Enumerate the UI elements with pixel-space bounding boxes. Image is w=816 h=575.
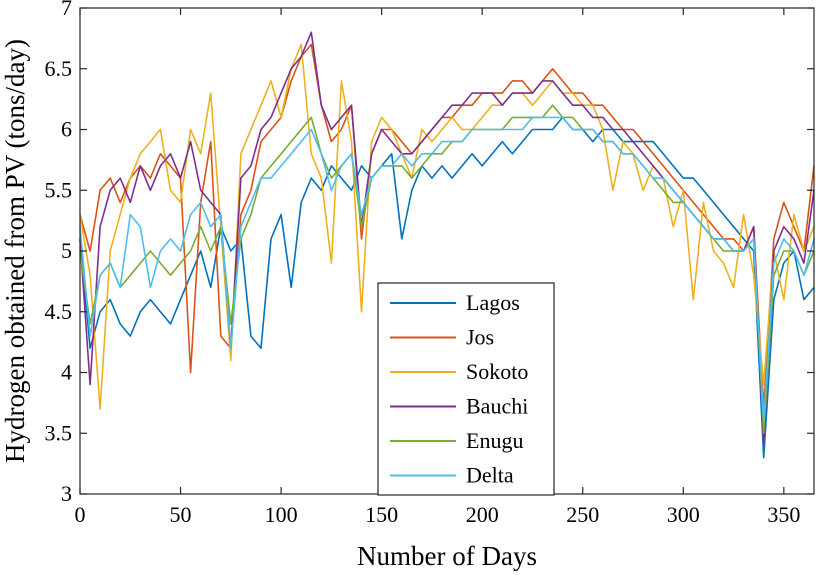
legend-box bbox=[377, 282, 555, 496]
y-tick-label: 3 bbox=[61, 481, 72, 506]
y-tick-label: 4 bbox=[61, 360, 72, 385]
x-tick-label: 150 bbox=[365, 502, 398, 527]
y-tick-label: 4.5 bbox=[45, 299, 73, 324]
x-tick-label: 200 bbox=[466, 502, 499, 527]
x-tick-label: 100 bbox=[265, 502, 298, 527]
series-layer bbox=[79, 31, 815, 459]
legend-label-jos: Jos bbox=[466, 325, 494, 350]
y-tick-label: 6.5 bbox=[45, 56, 73, 81]
x-axis-title: Number of Days bbox=[357, 541, 537, 571]
y-axis-title: Hydrogen obtained from PV (tons/day) bbox=[0, 39, 30, 463]
y-tick-label: 5 bbox=[61, 238, 72, 263]
legend-label-bauchi: Bauchi bbox=[466, 394, 528, 419]
ticks-layer: 0 50 100 150 200 250 300 350 3 3.5 4 4.5 5 5.5 6 6.5 7 bbox=[45, 0, 814, 527]
x-tick-label: 50 bbox=[170, 502, 192, 527]
y-tick-label: 5.5 bbox=[45, 177, 73, 202]
y-tick-label: 3.5 bbox=[45, 420, 73, 445]
y-tick-label: 6 bbox=[61, 117, 72, 142]
legend-label-enugu: Enugu bbox=[466, 428, 523, 453]
series-line-sokoto bbox=[79, 43, 815, 410]
y-tick-label: 7 bbox=[61, 0, 72, 20]
legend-label-lagos: Lagos bbox=[466, 290, 520, 315]
series-line-delta bbox=[79, 116, 815, 422]
x-tick-label: 350 bbox=[767, 502, 800, 527]
legend-label-sokoto: Sokoto bbox=[466, 359, 528, 384]
legend: Lagos Jos Sokoto Bauchi Enugu Delta bbox=[377, 282, 555, 496]
x-tick-label: 0 bbox=[75, 502, 86, 527]
x-tick-label: 300 bbox=[667, 502, 700, 527]
x-tick-label: 250 bbox=[566, 502, 599, 527]
series-line-lagos bbox=[79, 116, 815, 459]
legend-label-delta: Delta bbox=[466, 463, 514, 488]
